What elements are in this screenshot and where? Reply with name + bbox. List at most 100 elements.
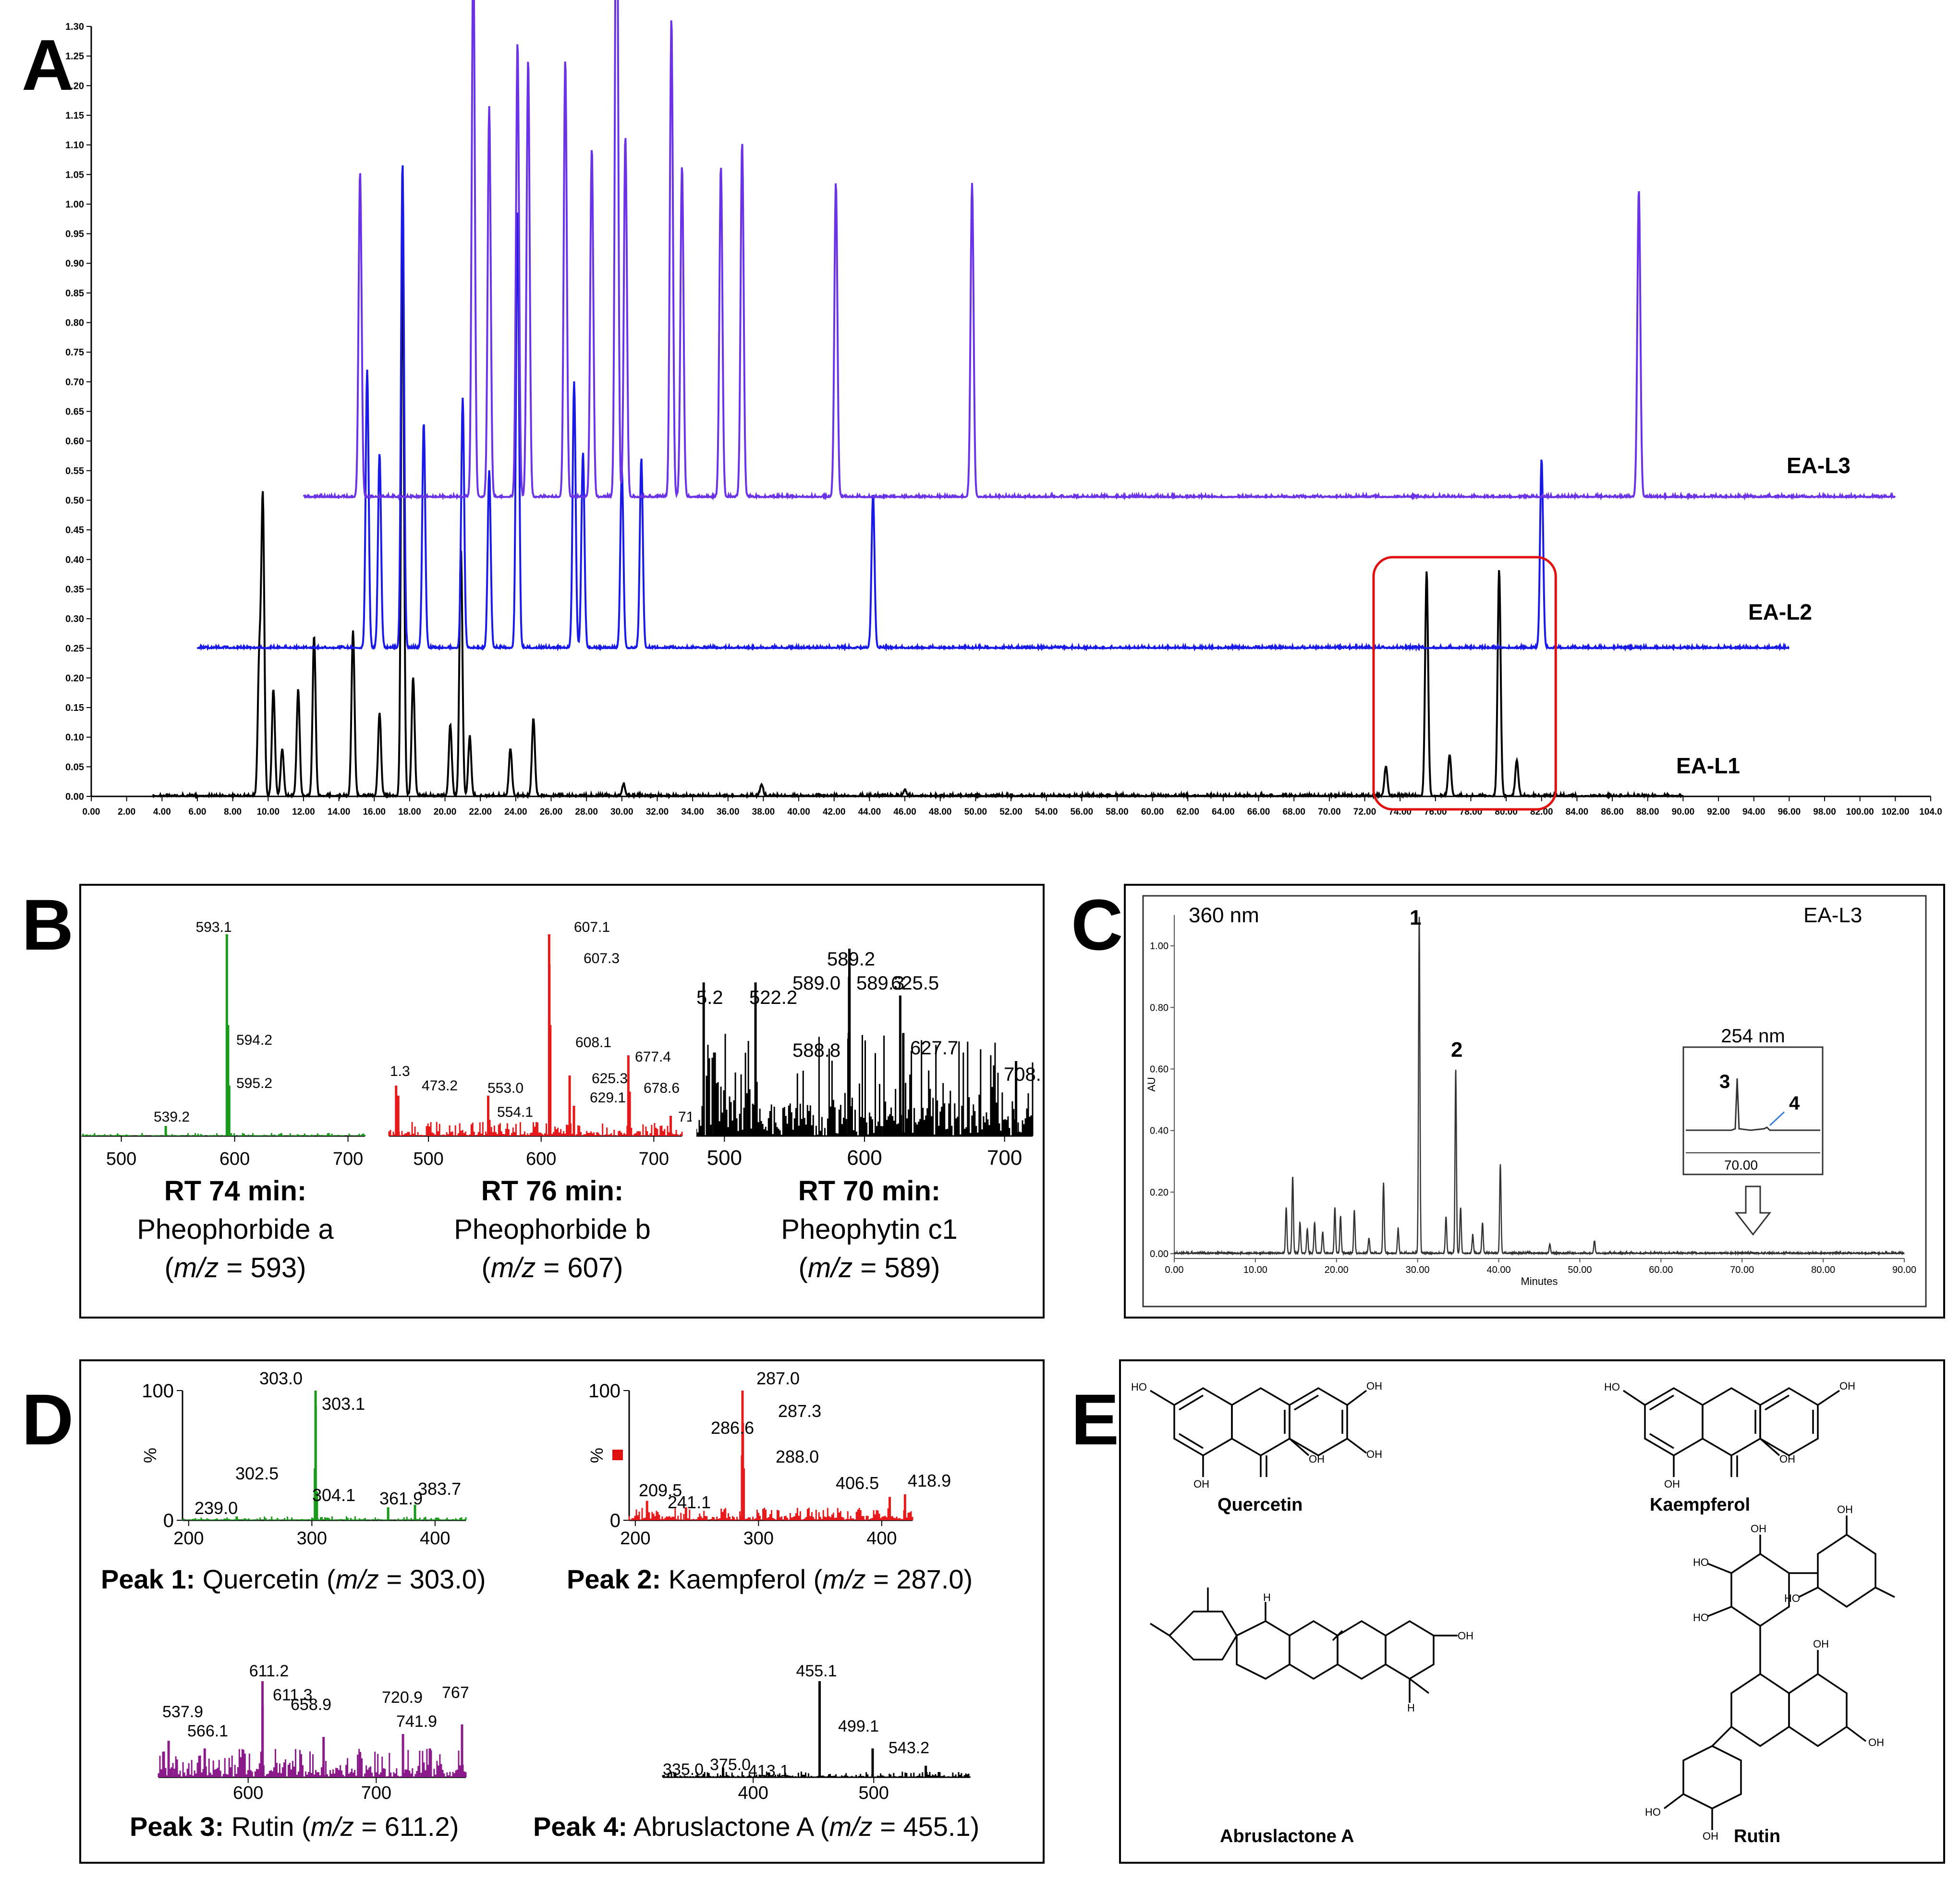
c-x-tick-label: 10.00 [1243, 1265, 1267, 1275]
ms-x-tick-label: 400 [420, 1528, 450, 1549]
svg-text:OH: OH [1751, 1523, 1766, 1535]
a-y-tick-label: 0.10 [65, 733, 84, 743]
ms-peak-label: 720.9 [382, 1688, 423, 1707]
a-x-tick-label: 42.00 [823, 807, 846, 817]
a-y-tick-label: 0.85 [65, 288, 84, 299]
ms-peak-label: 611.3 [273, 1686, 313, 1704]
chromatogram-a-chart: 0.00 0.05 0.10 0.15 0.20 0.25 0.30 0.35 0.40 0.45… [65, 0, 1942, 817]
panel-e-box [1119, 1359, 1945, 1864]
ms-peak-label: 589.2 [827, 949, 875, 970]
a-x-tick-label: 94.00 [1742, 807, 1765, 817]
ms-x-tick-label: 700 [333, 1149, 363, 1169]
ms-peak-label: 767 [442, 1684, 469, 1702]
d2-marker [612, 1450, 623, 1460]
ms-peak-label: 5.2 [696, 987, 723, 1008]
ms-noise [158, 1748, 467, 1777]
a-x-tick-label: 58.00 [1106, 807, 1129, 817]
a-y-tick-label: 0.20 [65, 673, 84, 684]
ms-peak-label: 553.0 [487, 1080, 523, 1096]
kaempferol-label: Kaempferol [1650, 1495, 1750, 1515]
c-peak-label-1: 1 [1410, 906, 1421, 929]
c-x-tick-label: 60.00 [1649, 1265, 1673, 1275]
svg-text:HO: HO [1784, 1592, 1800, 1604]
a-x-tick-label: 84.00 [1566, 807, 1589, 817]
svg-text:OH: OH [1868, 1736, 1884, 1748]
caption-b1-name: Pheophorbide a [137, 1214, 334, 1245]
ms-peak-label: 304.1 [312, 1485, 355, 1505]
ms-peak-label: 239.0 [195, 1498, 238, 1518]
ms-peak-label: 543.2 [889, 1739, 929, 1757]
ms-x-tick-label: 500 [707, 1146, 742, 1170]
c-inset-title: 254 nm [1721, 1026, 1785, 1047]
ms-peak-label: 608.1 [575, 1035, 611, 1050]
c-inset-frame [1682, 1046, 1824, 1175]
panel-d-box [79, 1359, 1045, 1864]
c-x-tick-label: 80.00 [1811, 1265, 1835, 1275]
ms-peak-label: 71 [678, 1109, 692, 1125]
a-x-tick-label: 100.00 [1846, 807, 1874, 817]
a-x-tick-label: 0.00 [83, 807, 100, 817]
ms-x-tick-label: 400 [738, 1783, 768, 1803]
svg-text:OH: OH [1309, 1453, 1325, 1465]
ms-peak-label: 288.0 [776, 1447, 819, 1466]
ms-x-tick-label: 700 [639, 1149, 669, 1169]
a-x-tick-label: 2.00 [118, 807, 135, 817]
ms-peak-label: 302.5 [235, 1464, 279, 1483]
svg-text:OH: OH [1839, 1380, 1855, 1392]
a-y-tick-label: 1.05 [65, 170, 84, 180]
ms-x-tick-label: 500 [106, 1149, 136, 1169]
a-series-label: EA-L2 [1748, 599, 1812, 624]
a-x-tick-label: 22.00 [469, 807, 492, 817]
a-x-tick-label: 62.00 [1176, 807, 1199, 817]
ms-y-tick-label: 100 [588, 1380, 621, 1402]
a-x-tick-label: 102.00 [1881, 807, 1909, 817]
ms-x-tick-label: 600 [847, 1146, 882, 1170]
svg-text:OH: OH [1366, 1448, 1382, 1460]
ms-peak-label: 611.2 [249, 1662, 289, 1680]
a-x-tick-label: 6.00 [188, 807, 206, 817]
caption-d1: Peak 1: Quercetin (m/z = 303.0) [101, 1564, 486, 1594]
svg-text:HO: HO [1131, 1381, 1147, 1393]
ms-spectrum-b3: 500 600 700 5.2 522.2 589.2 589.0 589.3 588.8 625… [696, 949, 1042, 1170]
ms-peak-label: 593.1 [195, 919, 231, 935]
ms-x-tick-label: 700 [361, 1783, 391, 1803]
panel-label-b: B [22, 884, 74, 965]
ms-noise [82, 1133, 366, 1136]
caption-d4: Peak 4: Abruslactone A (m/z = 455.1) [533, 1811, 980, 1842]
ms-x-tick-label: 600 [526, 1149, 556, 1169]
a-y-tick-label: 1.20 [65, 81, 84, 91]
a-x-tick-label: 88.00 [1636, 807, 1659, 817]
svg-text:HO: HO [1693, 1612, 1709, 1624]
ms-x-tick-label: 200 [173, 1528, 204, 1549]
hplc-chart-c: 0.00 0.20 0.40 0.60 0.80 1.00 0.00 10.00 20.00 30… [1142, 895, 1927, 1307]
a-x-tick-label: 12.00 [292, 807, 315, 817]
ms-peak-label: 625.3 [592, 1071, 628, 1087]
ms-peak-label: 595.2 [236, 1075, 272, 1091]
ms-peak-label: 708.2 [1004, 1064, 1042, 1085]
c-y-tick-label: 0.80 [1150, 1002, 1169, 1013]
c-down-arrow-icon [1734, 1185, 1772, 1236]
a-x-tick-label: 4.00 [153, 807, 171, 817]
ms-noise [696, 1034, 1034, 1136]
ms-peak-label: 473.2 [422, 1078, 458, 1094]
svg-text:OH: OH [1366, 1380, 1382, 1392]
c-y-tick-label: 0.20 [1150, 1187, 1169, 1198]
ms-x-tick-label: 200 [620, 1528, 650, 1549]
ms-peak-label: 383.7 [418, 1479, 461, 1499]
a-y-tick-label: 0.15 [65, 703, 84, 713]
a-x-tick-label: 48.00 [929, 807, 952, 817]
ms-peak-label: 677.4 [635, 1049, 671, 1065]
a-x-tick-label: 10.00 [256, 807, 280, 817]
c-y-tick-label: 1.00 [1150, 941, 1169, 952]
a-x-tick-label: 14.00 [328, 807, 351, 817]
a-y-tick-label: 0.25 [65, 644, 84, 654]
caption-b1-mz: (m/z = 593) [164, 1252, 306, 1283]
ms-noise [182, 1516, 467, 1520]
svg-text:OH: OH [1813, 1638, 1829, 1650]
abruslactone-label: Abruslactone A [1220, 1826, 1354, 1846]
a-y-tick-label: 0.05 [65, 762, 84, 772]
a-x-tick-label: 44.00 [858, 807, 881, 817]
ms-noise [662, 1771, 971, 1777]
a-x-tick-label: 46.00 [893, 807, 916, 817]
